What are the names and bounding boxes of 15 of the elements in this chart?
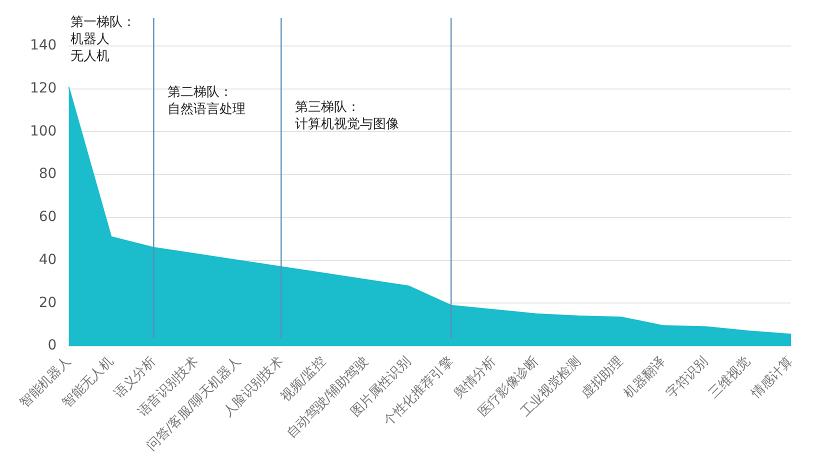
y-tick-label: 60 [38,209,57,226]
annotation: 第二梯队： [168,84,233,100]
y-tick-label: 120 [30,80,57,97]
y-tick-label: 0 [48,338,57,354]
y-tick-label: 140 [30,38,57,54]
annotation: 无人机 [70,48,110,64]
y-tick-label: 40 [38,252,57,268]
y-tick-label: 100 [30,123,57,140]
y-tick-label: 20 [38,294,57,311]
annotation: 计算机视觉与图像 [295,116,400,132]
annotation: 机器人 [70,32,110,47]
text: 第一梯队： [70,14,136,30]
annotation: 自然语言处理 [168,100,246,117]
y-tick-label: 80 [38,166,57,182]
annotation: 第三梯队： [295,100,360,115]
